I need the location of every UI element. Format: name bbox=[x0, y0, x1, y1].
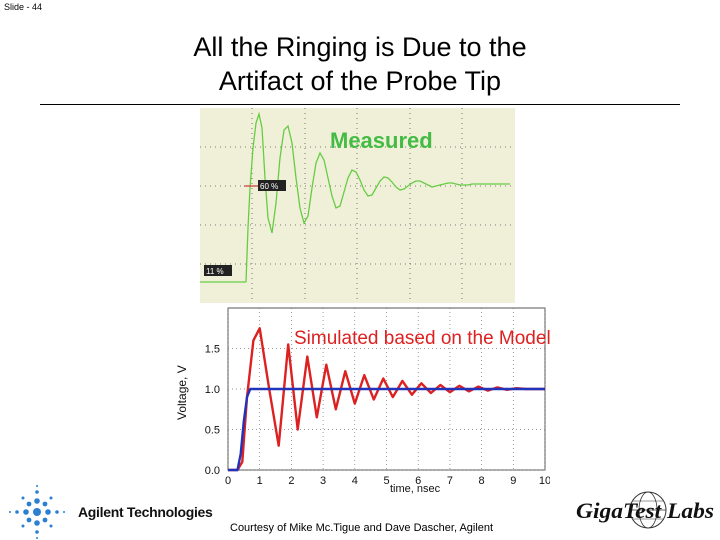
marker-low-box bbox=[204, 265, 232, 276]
sim-series-line-2 bbox=[228, 387, 545, 472]
simulated-label: Simulated based on the Model bbox=[294, 328, 550, 349]
sim-y-tick-label: 1.5 bbox=[205, 344, 220, 356]
scope-background bbox=[200, 108, 515, 303]
sim-y-tick-label: 0.5 bbox=[205, 425, 220, 437]
gigatest-wordmark: GigaTest Labs bbox=[576, 498, 714, 523]
title-line-1: All the Ringing is Due to the bbox=[193, 32, 527, 62]
sim-x-axis-label: time, nsec bbox=[390, 483, 441, 495]
marker-low-label: 11 % bbox=[206, 267, 224, 276]
measured-scope-image: 60 % 11 % Measured bbox=[200, 108, 515, 303]
agilent-wordmark: Agilent Technologies bbox=[78, 504, 213, 520]
sim-x-tick-label: 1 bbox=[257, 475, 263, 487]
sim-y-tick-labels: 0.0 0.5 1.0 1.5 bbox=[205, 344, 220, 478]
slide-number: Slide - 44 bbox=[4, 2, 43, 12]
simulated-chart: 0.0 0.5 1.0 1.5 0 1 2 3 4 5 6 7 8 9 10 Voltage, V tim… bbox=[175, 307, 550, 495]
sim-x-tick-label: 8 bbox=[479, 475, 485, 487]
sim-x-tick-label: 5 bbox=[383, 475, 389, 487]
sim-x-tick-label: 0 bbox=[225, 475, 231, 487]
courtesy-credit: Courtesy of Mike Mc.Tigue and Dave Dasch… bbox=[230, 522, 494, 534]
sim-x-tick-label: 9 bbox=[510, 475, 516, 487]
sim-series bbox=[228, 327, 545, 472]
marker-high-box bbox=[258, 180, 286, 191]
sim-x-tick-labels: 0 1 2 3 4 5 6 7 8 9 10 bbox=[225, 475, 550, 487]
gigatest-labs-logo: GigaTest Labs bbox=[576, 491, 714, 529]
sim-x-tick-label: 7 bbox=[447, 475, 453, 487]
sim-y-axis-label: Voltage, V bbox=[175, 365, 189, 420]
sim-x-tick-label: 3 bbox=[320, 475, 326, 487]
sim-y-tick-label: 1.0 bbox=[205, 384, 220, 396]
title-underline bbox=[40, 104, 680, 105]
sim-x-tick-label: 4 bbox=[352, 475, 358, 487]
agilent-spark-logo bbox=[9, 485, 65, 539]
measured-label: Measured bbox=[330, 128, 433, 153]
marker-high-label: 60 % bbox=[260, 182, 278, 191]
sim-y-tick-label: 0.0 bbox=[205, 465, 220, 477]
slide-title: All the Ringing is Due to the Artifact o… bbox=[100, 30, 620, 98]
title-line-2: Artifact of the Probe Tip bbox=[218, 66, 502, 96]
measured-trace bbox=[245, 111, 510, 283]
sim-x-tick-label: 2 bbox=[288, 475, 294, 487]
sim-x-tick-label: 6 bbox=[415, 475, 421, 487]
sim-x-tick-label: 10 bbox=[539, 475, 550, 487]
